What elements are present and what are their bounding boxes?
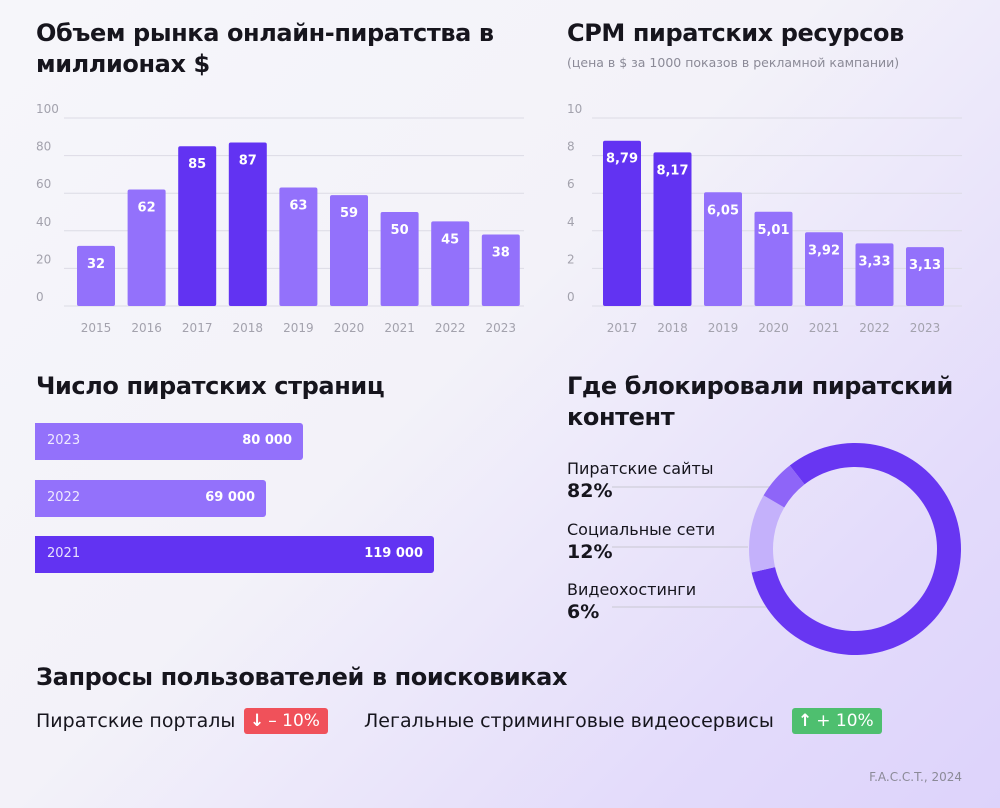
pirate-portals-label: Пиратские порталы xyxy=(36,710,236,732)
x-tick-label: 2016 xyxy=(131,321,162,335)
bar xyxy=(805,232,843,306)
bar-value-label: 3,33 xyxy=(858,254,890,269)
bar-value-label: 3,13 xyxy=(909,258,941,273)
bar-value-label: 45 xyxy=(441,232,459,247)
legal-streaming-label: Легальные стриминговые видеосервисы xyxy=(364,710,774,732)
blocking-chart-title: Где блокировали пиратский контент xyxy=(567,372,953,431)
y-tick-label: 20 xyxy=(36,252,51,266)
y-tick-label: 4 xyxy=(567,215,575,229)
market-chart-title: Объем рынка онлайн-пиратства в миллионах… xyxy=(36,19,494,78)
hbar: 2023 80 000 xyxy=(35,423,303,460)
bar xyxy=(754,211,793,306)
search-trends-row: Пиратские порталы ↓ – 10% Легальные стрим… xyxy=(36,707,936,737)
hbar-year-label: 2023 xyxy=(47,433,81,448)
bar-value-label: 3,92 xyxy=(808,243,840,258)
bar-value-label: 62 xyxy=(138,200,156,215)
y-tick-label: 10 xyxy=(567,102,582,116)
bar-value-label: 87 xyxy=(239,153,257,168)
pirate-portals-change-badge: ↓ – 10% xyxy=(244,708,328,734)
bar xyxy=(481,234,520,306)
y-tick-label: 100 xyxy=(36,102,59,116)
bar xyxy=(330,195,368,306)
hbar-year-label: 2021 xyxy=(47,546,81,561)
x-tick-label: 2022 xyxy=(435,321,466,335)
x-tick-label: 2021 xyxy=(809,321,840,335)
donut-legend-item: Видеохостинги 6% xyxy=(567,580,696,624)
source-credit: F.A.C.C.T., 2024 xyxy=(869,770,962,784)
x-tick-label: 2017 xyxy=(182,321,213,335)
donut-category-label: Пиратские сайты xyxy=(567,459,714,478)
cpm-chart-title: CPM пиратских ресурсов xyxy=(567,19,904,47)
hbar-value-label: 69 000 xyxy=(205,490,255,505)
x-tick-label: 2018 xyxy=(657,321,688,335)
y-tick-label: 2 xyxy=(567,252,575,266)
x-tick-label: 2023 xyxy=(910,321,941,335)
legal-streaming-change-value: + 10% xyxy=(816,711,874,731)
x-tick-label: 2015 xyxy=(81,321,112,335)
bar-value-label: 50 xyxy=(391,223,409,238)
pirate-portals-change-value: – 10% xyxy=(268,711,320,731)
bar xyxy=(906,247,944,306)
y-tick-label: 0 xyxy=(36,290,44,304)
bar-value-label: 63 xyxy=(289,199,307,214)
bar-value-label: 5,01 xyxy=(757,223,789,238)
bar-value-label: 85 xyxy=(188,157,206,172)
x-tick-label: 2023 xyxy=(486,321,517,335)
hbar-value-label: 80 000 xyxy=(242,433,292,448)
arrow-down-icon: ↓ xyxy=(250,711,265,731)
bar xyxy=(228,142,267,306)
bar xyxy=(77,245,115,306)
x-tick-label: 2019 xyxy=(283,321,314,335)
donut-legend-item: Социальные сети 12% xyxy=(567,520,715,564)
y-tick-label: 80 xyxy=(36,140,51,154)
x-tick-label: 2020 xyxy=(758,321,789,335)
bar-value-label: 59 xyxy=(340,206,358,221)
donut-slice xyxy=(749,495,785,573)
hbar: 2022 69 000 xyxy=(35,480,266,517)
x-tick-label: 2018 xyxy=(233,321,264,335)
bar xyxy=(127,189,166,306)
bar-value-label: 6,05 xyxy=(707,203,739,218)
bar-value-label: 8,17 xyxy=(656,163,688,178)
x-tick-label: 2021 xyxy=(384,321,415,335)
bar xyxy=(603,140,641,306)
cpm-chart-subtitle: (цена в $ за 1000 показов в рекламной ка… xyxy=(567,55,900,70)
pages-chart-title: Число пиратских страниц xyxy=(36,372,385,400)
bar xyxy=(380,212,419,306)
x-tick-label: 2022 xyxy=(859,321,890,335)
bar xyxy=(855,243,894,306)
y-tick-label: 60 xyxy=(36,177,51,191)
arrow-up-icon: ↑ xyxy=(798,711,813,731)
donut-value-label: 82% xyxy=(567,480,613,502)
donut-category-label: Социальные сети xyxy=(567,520,716,539)
y-tick-label: 0 xyxy=(567,290,575,304)
hbar-year-label: 2022 xyxy=(47,490,81,505)
y-tick-label: 8 xyxy=(567,140,575,154)
donut-legend-item: Пиратские сайты 82% xyxy=(567,459,713,503)
hbar: 2021 119 000 xyxy=(35,536,434,573)
legal-streaming-change-badge: ↑ + 10% xyxy=(792,708,882,734)
bar xyxy=(279,187,318,306)
donut-value-label: 12% xyxy=(567,541,613,563)
donut-category-label: Видеохостинги xyxy=(567,580,697,599)
y-tick-label: 40 xyxy=(36,215,51,229)
bar-value-label: 8,79 xyxy=(606,152,638,167)
bar xyxy=(704,192,742,306)
donut-value-label: 6% xyxy=(567,601,600,623)
donut-slice xyxy=(763,465,805,508)
x-tick-label: 2019 xyxy=(708,321,739,335)
bar-value-label: 38 xyxy=(492,246,510,261)
bar xyxy=(653,152,692,306)
bar-value-label: 32 xyxy=(87,257,105,272)
x-tick-label: 2017 xyxy=(607,321,638,335)
search-section-title: Запросы пользователей в поисковиках xyxy=(36,663,568,691)
y-tick-label: 6 xyxy=(567,177,575,191)
hbar-value-label: 119 000 xyxy=(364,546,423,561)
bar xyxy=(178,146,217,306)
x-tick-label: 2020 xyxy=(334,321,365,335)
bar xyxy=(431,221,470,306)
